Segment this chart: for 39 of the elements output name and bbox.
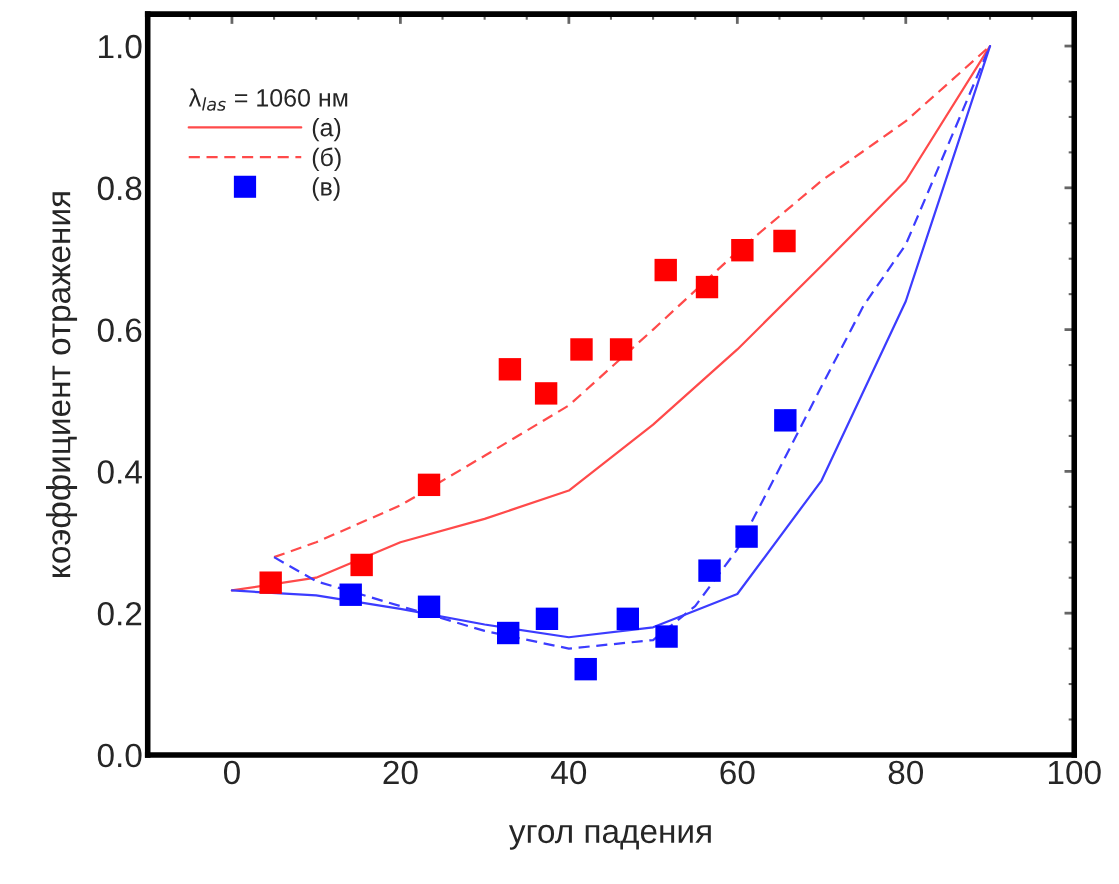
x-tick-label: 80 <box>888 760 924 785</box>
legend-label: (а) <box>312 118 341 142</box>
point <box>259 571 282 594</box>
y-tick-label: 0.8 <box>97 176 142 201</box>
x-tick-label: 40 <box>551 760 587 785</box>
point <box>417 473 441 497</box>
point <box>497 621 520 645</box>
point <box>534 382 558 405</box>
y-axis-title: коэффициент отражения <box>46 192 78 577</box>
point <box>574 657 597 681</box>
y-tick-label: 0.0 <box>97 743 142 768</box>
point <box>774 409 797 432</box>
point <box>735 525 758 548</box>
point <box>417 595 441 618</box>
x-tick-label: 60 <box>720 760 755 785</box>
legend-title: λ$_{las}$ = 1060 нм <box>188 88 348 111</box>
point <box>698 559 721 582</box>
point <box>350 553 373 577</box>
legend-label: (б) <box>312 147 341 172</box>
y-tick-label: 0.2 <box>97 601 142 626</box>
y-tick-label: 0.6 <box>97 318 142 343</box>
point <box>498 358 522 381</box>
legend-label: (в) <box>312 177 340 201</box>
point <box>535 607 559 631</box>
x-tick-label: 20 <box>383 760 418 785</box>
point <box>773 229 796 253</box>
x-tick-label: 0 <box>223 760 240 785</box>
x-tick-label: 100 <box>1048 760 1101 785</box>
point <box>655 625 678 648</box>
point <box>695 275 719 299</box>
y-tick-label: 0.4 <box>97 460 142 484</box>
point <box>616 607 640 631</box>
point <box>570 338 593 361</box>
point <box>339 583 362 606</box>
y-tick-label: 1.0 <box>99 34 142 59</box>
point <box>609 338 633 361</box>
x-axis-title: угол падения <box>508 824 711 850</box>
point <box>654 258 677 282</box>
point <box>731 239 754 262</box>
